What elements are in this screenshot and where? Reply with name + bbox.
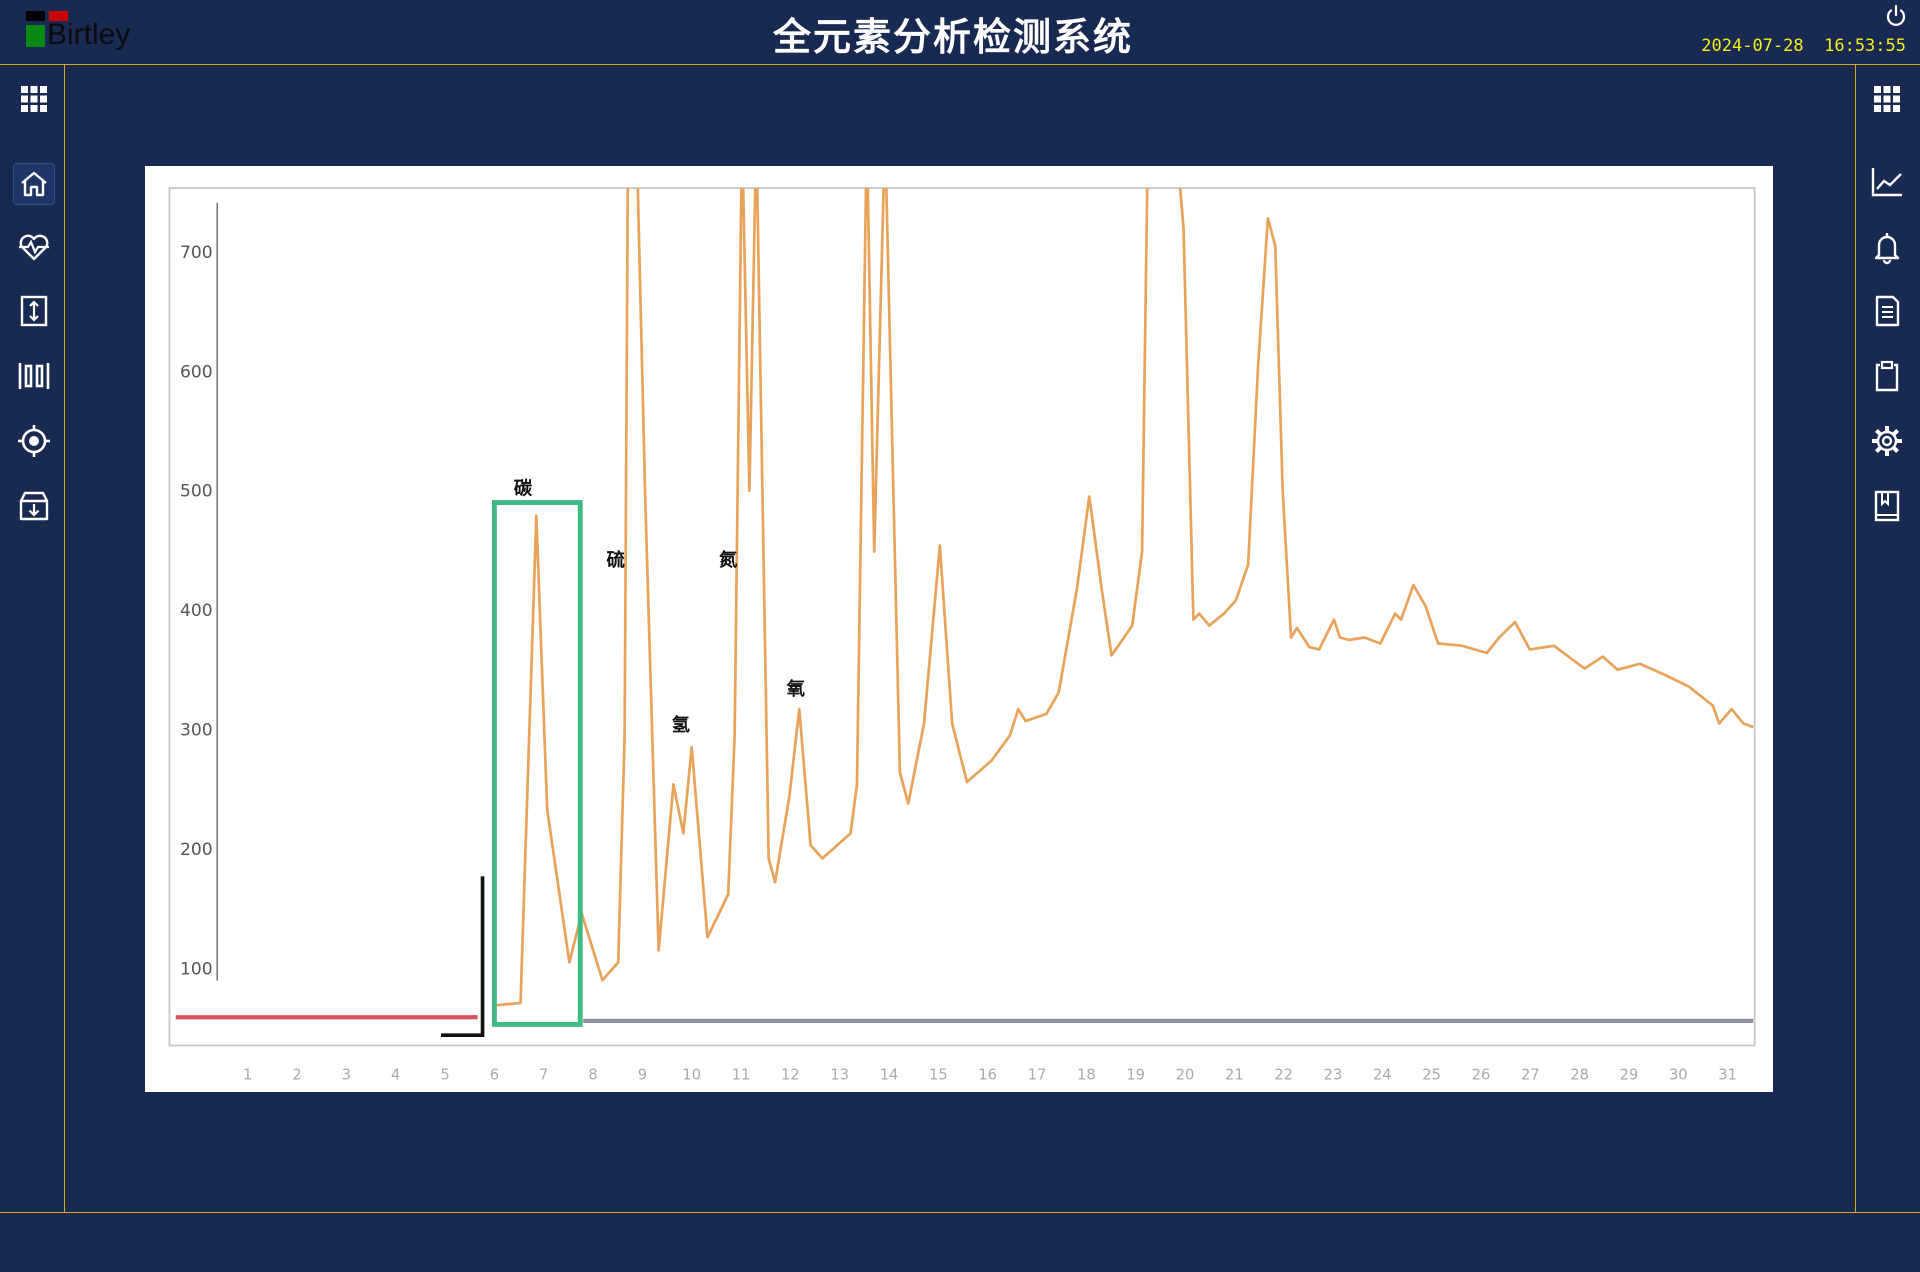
datetime-display: 2024-07-28 16:53:55: [1701, 36, 1906, 56]
y-tick-label: 700: [180, 243, 213, 263]
x-tick-label: 12: [781, 1067, 800, 1084]
x-tick-label: 16: [978, 1067, 997, 1084]
page-title: 全元素分析检测系统: [772, 15, 1133, 59]
x-tick-label: 5: [440, 1067, 449, 1084]
x-tick-label: 25: [1422, 1067, 1441, 1084]
y-tick-label: 100: [180, 959, 213, 979]
footer-divider: [0, 1212, 1920, 1213]
trace-line: [495, 188, 1754, 1007]
target-icon[interactable]: [16, 423, 52, 459]
x-tick-label: 26: [1472, 1067, 1491, 1084]
book-icon[interactable]: [1869, 488, 1905, 524]
x-tick-label: 18: [1077, 1067, 1096, 1084]
x-tick-label: 27: [1521, 1067, 1540, 1084]
peak-label: 硫: [607, 549, 626, 571]
right-sidebar: [1855, 65, 1920, 1212]
barcode-icon[interactable]: [16, 358, 52, 394]
bell-icon[interactable]: [1869, 229, 1905, 265]
x-tick-label: 2: [292, 1067, 301, 1084]
date-text: 2024-07-28: [1701, 36, 1804, 56]
peak-label: 氢: [672, 714, 691, 736]
line-chart-icon[interactable]: [1869, 164, 1905, 200]
archive-download-icon[interactable]: [16, 488, 52, 524]
header-bar: Birtley 全元素分析检测系统 2024-07-28 16:53:55: [0, 0, 1920, 65]
x-tick-label: 8: [588, 1067, 597, 1084]
vertical-arrows-icon[interactable]: [16, 293, 52, 329]
x-tick-label: 3: [342, 1067, 351, 1084]
x-tick-label: 20: [1176, 1067, 1195, 1084]
x-tick-label: 1: [243, 1067, 252, 1084]
heart-pulse-icon[interactable]: [16, 229, 52, 265]
x-tick-label: 19: [1126, 1067, 1145, 1084]
x-tick-label: 24: [1373, 1067, 1392, 1084]
left-sidebar: [0, 65, 65, 1212]
grid-icon[interactable]: [16, 81, 52, 117]
plot-frame: [168, 187, 1756, 1047]
y-tick-label: 500: [180, 482, 213, 502]
x-tick-label: 11: [732, 1067, 751, 1084]
y-tick-label: 300: [180, 721, 213, 741]
x-tick-label: 17: [1028, 1067, 1047, 1084]
x-tick-label: 21: [1225, 1067, 1244, 1084]
x-tick-label: 22: [1274, 1067, 1293, 1084]
x-tick-label: 13: [830, 1067, 849, 1084]
sidebar-item-home[interactable]: [13, 163, 55, 205]
x-tick-label: 14: [880, 1067, 899, 1084]
carbon-highlight-box: [491, 500, 583, 1027]
x-tick-label: 15: [929, 1067, 948, 1084]
x-tick-label: 9: [638, 1067, 647, 1084]
time-text: 16:53:55: [1824, 36, 1906, 56]
peak-label: 碳: [514, 477, 533, 499]
grid-icon[interactable]: [1869, 81, 1905, 117]
y-tick-label: 600: [180, 362, 213, 382]
home-icon: [14, 171, 54, 208]
y-tick-label: 400: [180, 601, 213, 621]
y-tick-label: 200: [180, 840, 213, 860]
x-tick-label: 10: [682, 1067, 701, 1084]
x-tick-label: 23: [1324, 1067, 1343, 1084]
document-icon[interactable]: [1869, 293, 1905, 329]
logo: Birtley: [26, 10, 156, 54]
peak-label: 氧: [786, 678, 806, 700]
x-tick-label: 6: [490, 1067, 499, 1084]
gear-icon[interactable]: [1869, 423, 1905, 459]
x-tick-label: 28: [1570, 1067, 1589, 1084]
chromatogram-chart: 100 200 300 400 500 600 700 1 2 3 4 5 6 7 8 9 10 11 12 13 1…: [145, 166, 1773, 1092]
logo-text: Birtley: [47, 18, 131, 51]
x-tick-label: 30: [1669, 1067, 1688, 1084]
x-tick-label: 29: [1620, 1067, 1639, 1084]
x-tick-label: 31: [1718, 1067, 1737, 1084]
peak-label: 氮: [719, 549, 738, 571]
power-icon[interactable]: [1884, 4, 1908, 28]
marker-line: [440, 876, 485, 1038]
clipboard-icon[interactable]: [1869, 358, 1905, 394]
x-tick-label: 4: [391, 1067, 400, 1084]
x-tick-label: 7: [539, 1067, 548, 1084]
